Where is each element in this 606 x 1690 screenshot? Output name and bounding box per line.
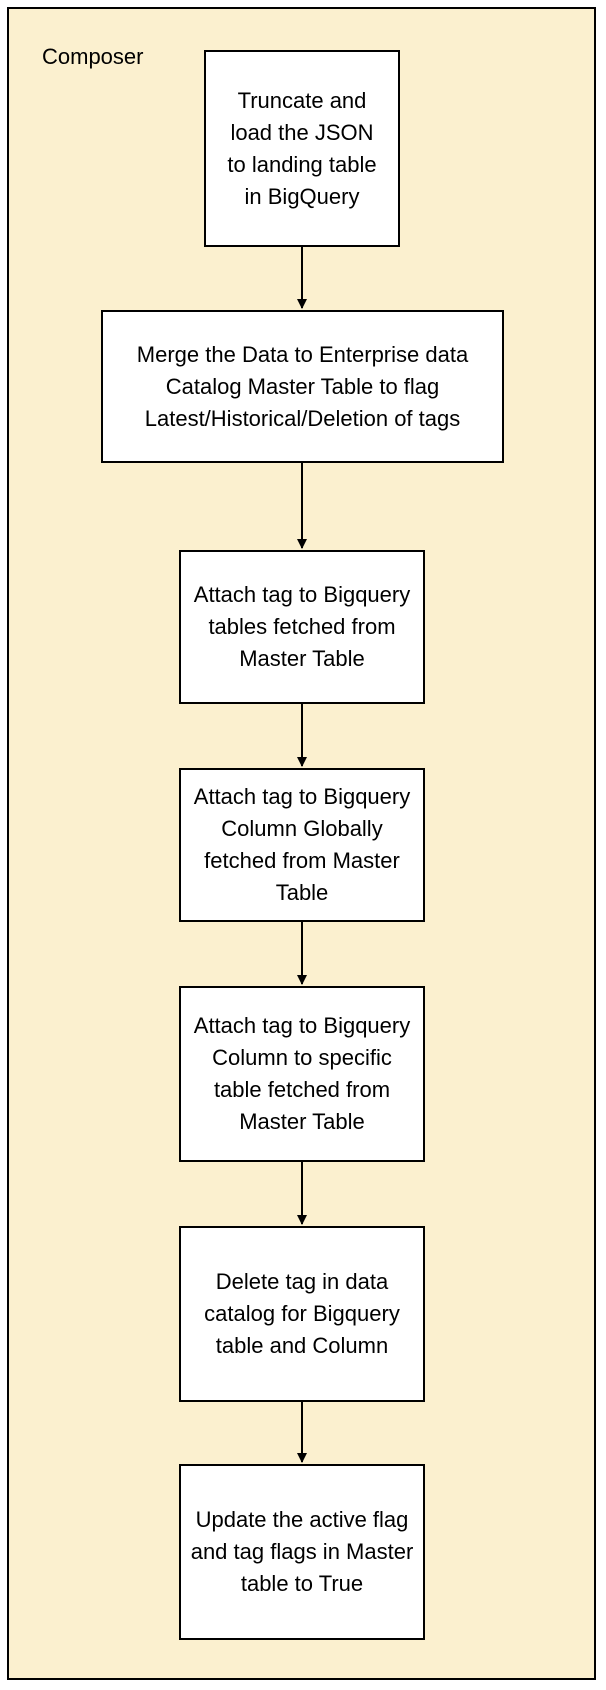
container-label: Composer [42, 44, 144, 69]
step-update-flags: Update the active flag and tag flags in … [179, 1464, 425, 1640]
step-merge-master: Merge the Data to Enterprise data Catalo… [101, 310, 504, 463]
step-delete-tag: Delete tag in data catalog for Bigquery … [179, 1226, 425, 1402]
step-truncate-load: Truncate and load the JSON to landing ta… [204, 50, 400, 247]
step-attach-tables: Attach tag to Bigquery tables fetched fr… [179, 550, 425, 704]
step-attach-column-global: Attach tag to Bigquery Column Globally f… [179, 768, 425, 922]
step-attach-column-specific: Attach tag to Bigquery Column to specifi… [179, 986, 425, 1162]
